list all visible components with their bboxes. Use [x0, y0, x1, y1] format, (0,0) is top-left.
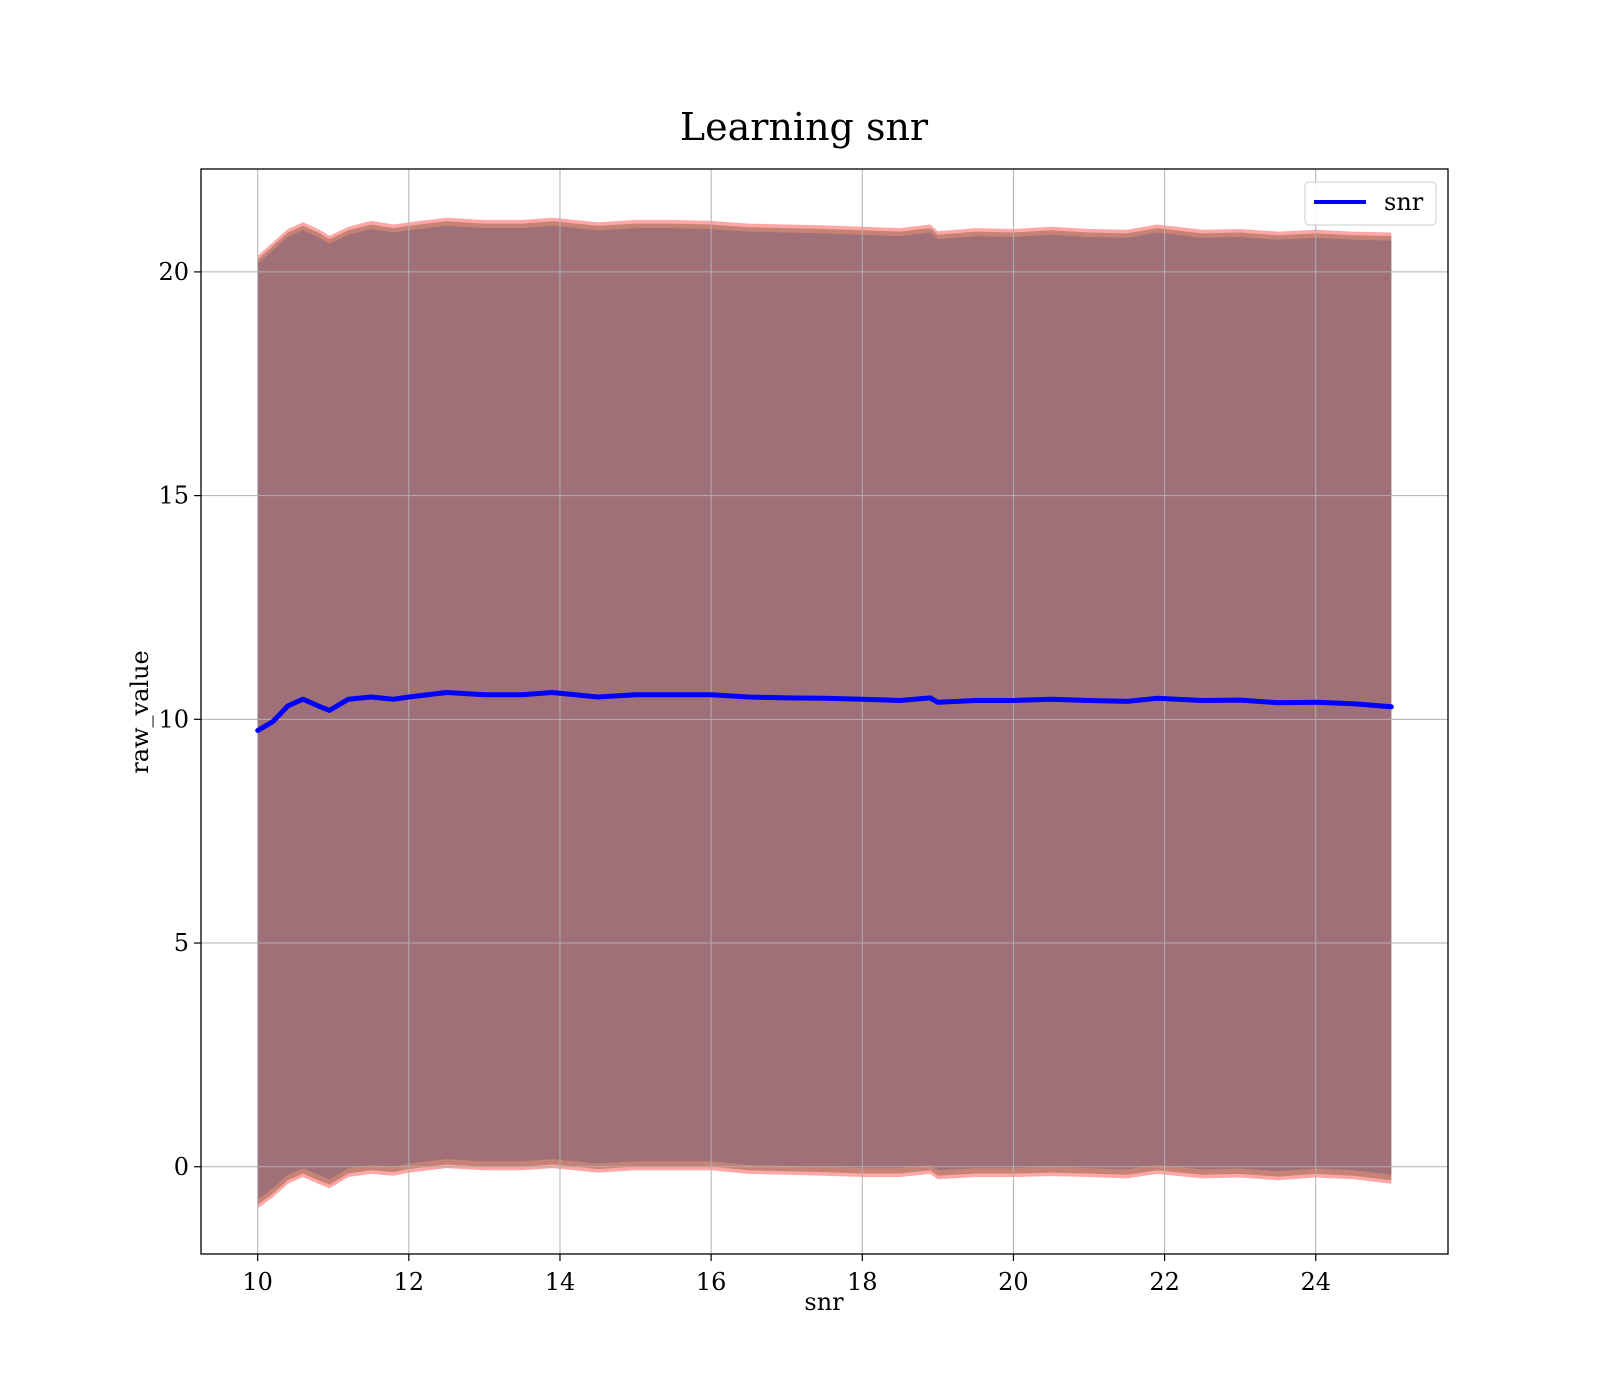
y-tick-label: 10 [158, 705, 189, 733]
plot-frame [200, 168, 1449, 1255]
legend-frame [1304, 181, 1437, 226]
x-tick-label: 20 [998, 1268, 1029, 1296]
y-tick-label: 20 [158, 258, 189, 286]
y-tick-label: 15 [158, 482, 189, 510]
y-tick-label: 0 [174, 1153, 189, 1181]
y-tick-label: 5 [174, 929, 189, 957]
grid-lines [201, 169, 1448, 1254]
x-tick-label: 22 [1149, 1268, 1180, 1296]
band-inner [257, 225, 1392, 1200]
x-tick-label: 16 [696, 1268, 727, 1296]
x-tick-label: 10 [242, 1268, 273, 1296]
legend: snr [1304, 181, 1437, 226]
x-axis-ticks: 10 12 14 16 18 20 22 24 [242, 1254, 1331, 1296]
legend-entry-label: snr [1384, 188, 1424, 216]
series-lines [255, 690, 1394, 733]
error-bands [257, 217, 1392, 1209]
x-tick-label: 14 [545, 1268, 576, 1296]
x-axis-label: snr [804, 1288, 844, 1316]
series-line-snr [255, 690, 1394, 733]
x-tick-label: 24 [1300, 1268, 1331, 1296]
y-axis-ticks: 0 5 10 15 20 [158, 258, 201, 1181]
x-tick-label: 12 [394, 1268, 425, 1296]
x-tick-label: 18 [847, 1268, 878, 1296]
chart-title: Learning snr [680, 105, 929, 149]
y-axis-label: raw_value [126, 650, 154, 774]
